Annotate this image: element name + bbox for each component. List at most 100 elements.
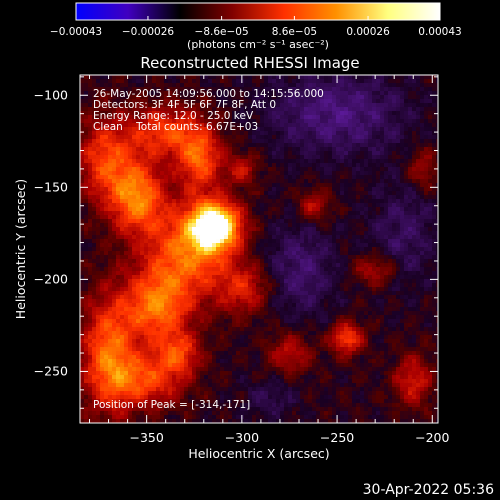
heatmap-cell	[288, 211, 293, 216]
heatmap-cell	[344, 271, 349, 276]
heatmap-cell	[396, 291, 401, 296]
heatmap-cell	[280, 223, 285, 228]
heatmap-cell	[424, 179, 429, 184]
heatmap-cell	[196, 83, 201, 88]
heatmap-cell	[192, 115, 197, 120]
heatmap-cell	[244, 259, 249, 264]
heatmap-cell	[116, 79, 121, 84]
heatmap-cell	[84, 183, 89, 188]
heatmap-cell	[196, 155, 201, 160]
heatmap-cell	[100, 163, 105, 168]
heatmap-cell	[372, 199, 377, 204]
heatmap-cell	[212, 223, 217, 228]
heatmap-cell	[232, 171, 237, 176]
heatmap-cell	[184, 279, 189, 284]
heatmap-cell	[180, 139, 185, 144]
heatmap-cell	[180, 155, 185, 160]
heatmap-cell	[412, 231, 417, 236]
heatmap-cell	[168, 259, 173, 264]
heatmap-cell	[284, 135, 289, 140]
heatmap-cell	[392, 263, 397, 268]
heatmap-cell	[344, 103, 349, 108]
heatmap-cell	[228, 167, 233, 172]
heatmap-cell	[196, 151, 201, 156]
heatmap-cell	[148, 171, 153, 176]
heatmap-cell	[224, 151, 229, 156]
heatmap-cell	[88, 119, 93, 124]
heatmap-cell	[124, 239, 129, 244]
heatmap-cell	[344, 231, 349, 236]
heatmap-cell	[208, 111, 213, 116]
heatmap-cell	[404, 247, 409, 252]
heatmap-cell	[208, 243, 213, 248]
heatmap-cell	[380, 143, 385, 148]
heatmap-cell	[124, 275, 129, 280]
heatmap-cell	[100, 107, 105, 112]
heatmap-cell	[400, 247, 405, 252]
heatmap-cell	[124, 279, 129, 284]
heatmap-cell	[316, 147, 321, 152]
heatmap-cell	[324, 287, 329, 292]
heatmap-cell	[388, 239, 393, 244]
heatmap-cell	[264, 279, 269, 284]
heatmap-cell	[136, 127, 141, 132]
heatmap-cell	[252, 135, 257, 140]
heatmap-cell	[96, 231, 101, 236]
heatmap-cell	[108, 107, 113, 112]
heatmap-cell	[364, 107, 369, 112]
heatmap-cell	[412, 87, 417, 92]
heatmap-cell	[204, 207, 209, 212]
heatmap-cell	[192, 91, 197, 96]
heatmap-cell	[280, 211, 285, 216]
heatmap-cell	[292, 159, 297, 164]
heatmap-cell	[404, 259, 409, 264]
heatmap-cell	[288, 215, 293, 220]
heatmap-cell	[216, 207, 221, 212]
heatmap-cell	[332, 143, 337, 148]
heatmap-cell	[356, 239, 361, 244]
heatmap-cell	[348, 235, 353, 240]
heatmap-cell	[384, 219, 389, 224]
heatmap-cell	[344, 83, 349, 88]
heatmap-cell	[308, 239, 313, 244]
heatmap-cell	[160, 195, 165, 200]
heatmap-cell	[92, 271, 97, 276]
heatmap-cell	[168, 247, 173, 252]
heatmap-cell	[284, 247, 289, 252]
heatmap-cell	[172, 139, 177, 144]
heatmap-cell	[184, 175, 189, 180]
heatmap-cell	[308, 231, 313, 236]
heatmap-cell	[260, 251, 265, 256]
heatmap-cell	[116, 215, 121, 220]
heatmap-cell	[188, 127, 193, 132]
heatmap-cell	[432, 287, 437, 292]
heatmap-cell	[148, 123, 153, 128]
heatmap-cell	[276, 163, 281, 168]
heatmap-cell	[156, 75, 161, 80]
heatmap-cell	[176, 251, 181, 256]
heatmap-cell	[352, 115, 357, 120]
heatmap-cell	[344, 139, 349, 144]
heatmap-cell	[432, 135, 437, 140]
heatmap-cell	[220, 143, 225, 148]
heatmap-cell	[104, 267, 109, 272]
heatmap-cell	[312, 135, 317, 140]
heatmap-cell	[184, 267, 189, 272]
heatmap-cell	[400, 235, 405, 240]
heatmap-cell	[292, 151, 297, 156]
heatmap-cell	[332, 135, 337, 140]
heatmap-cell	[300, 271, 305, 276]
heatmap-cell	[132, 219, 137, 224]
heatmap-cell	[212, 167, 217, 172]
heatmap-cell	[180, 203, 185, 208]
heatmap-cell	[372, 107, 377, 112]
heatmap-cell	[244, 115, 249, 120]
heatmap-cell	[328, 263, 333, 268]
heatmap-cell	[364, 267, 369, 272]
heatmap-cell	[348, 227, 353, 232]
heatmap-cell	[268, 175, 273, 180]
heatmap-cell	[164, 239, 169, 244]
heatmap-cell	[320, 147, 325, 152]
heatmap-cell	[404, 203, 409, 208]
heatmap-cell	[96, 91, 101, 96]
